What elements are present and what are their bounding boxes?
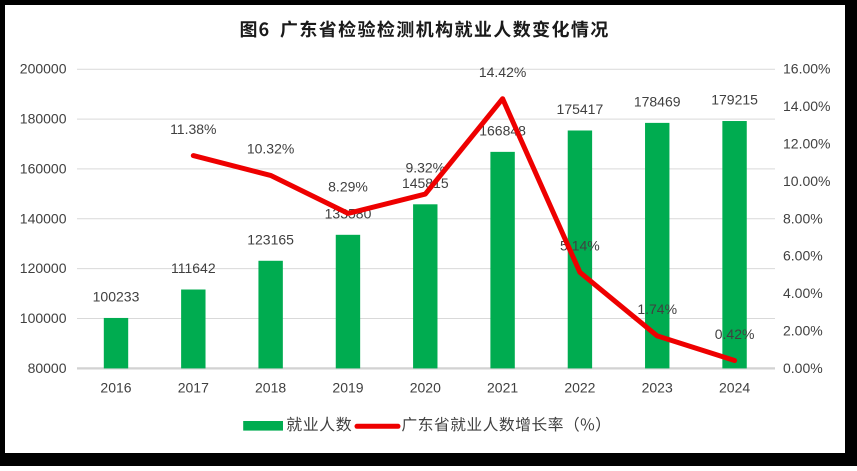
svg-text:2021: 2021: [487, 380, 518, 396]
svg-text:0.00%: 0.00%: [783, 360, 823, 376]
svg-text:2020: 2020: [410, 380, 441, 396]
svg-text:8.29%: 8.29%: [328, 179, 368, 195]
svg-text:2018: 2018: [255, 380, 286, 396]
svg-text:10.32%: 10.32%: [247, 141, 294, 157]
svg-text:6.00%: 6.00%: [783, 248, 823, 264]
svg-text:160000: 160000: [20, 160, 67, 176]
svg-text:8.00%: 8.00%: [783, 210, 823, 226]
svg-text:14.42%: 14.42%: [479, 64, 526, 80]
svg-text:10.00%: 10.00%: [783, 173, 830, 189]
svg-text:2019: 2019: [332, 380, 363, 396]
svg-text:80000: 80000: [28, 360, 67, 376]
svg-text:9.32%: 9.32%: [405, 159, 445, 175]
svg-text:100000: 100000: [20, 310, 67, 326]
svg-text:178469: 178469: [634, 93, 681, 109]
svg-text:180000: 180000: [20, 111, 67, 127]
svg-text:12.00%: 12.00%: [783, 136, 830, 152]
svg-text:0.42%: 0.42%: [715, 326, 755, 342]
svg-text:1.74%: 1.74%: [637, 301, 677, 317]
svg-text:120000: 120000: [20, 260, 67, 276]
svg-text:123165: 123165: [247, 231, 294, 247]
svg-text:2017: 2017: [178, 380, 209, 396]
svg-text:2022: 2022: [564, 380, 595, 396]
svg-text:2016: 2016: [100, 380, 131, 396]
svg-text:14.00%: 14.00%: [783, 98, 830, 114]
svg-text:2023: 2023: [642, 380, 673, 396]
svg-text:2024: 2024: [719, 380, 750, 396]
svg-text:16.00%: 16.00%: [783, 61, 830, 77]
svg-text:175417: 175417: [557, 101, 604, 117]
svg-text:140000: 140000: [20, 210, 67, 226]
svg-text:4.00%: 4.00%: [783, 285, 823, 301]
svg-text:179215: 179215: [711, 92, 758, 108]
svg-text:111642: 111642: [171, 260, 216, 276]
svg-text:11.38%: 11.38%: [170, 121, 216, 137]
svg-text:100233: 100233: [93, 289, 140, 305]
svg-text:2.00%: 2.00%: [783, 323, 823, 339]
svg-text:200000: 200000: [20, 61, 67, 77]
